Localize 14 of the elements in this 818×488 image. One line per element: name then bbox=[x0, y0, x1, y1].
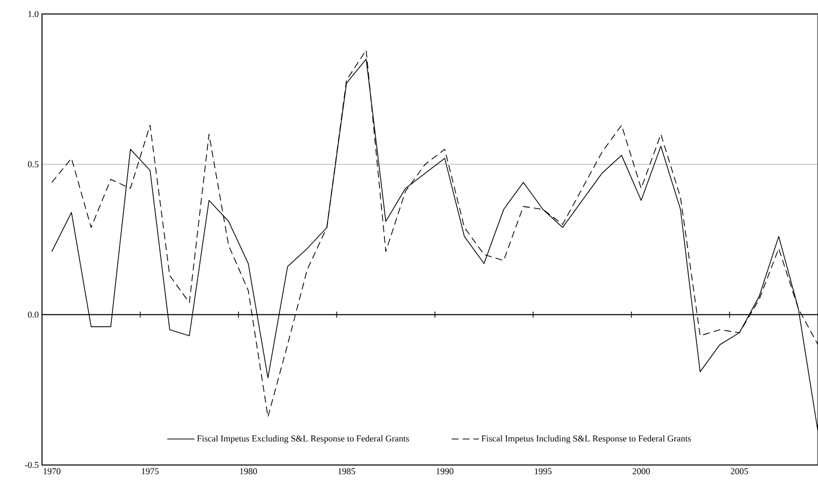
x-tick-label: 1970 bbox=[44, 468, 60, 474]
x-tick-label: 1985 bbox=[338, 468, 356, 474]
legend-label: Fiscal Impetus Including S&L Response to Federal Grants bbox=[482, 435, 691, 444]
legend-label: Fiscal Impetus Excluding S&L Response to Federal Grants bbox=[197, 435, 409, 444]
x-tick-label: 2000 bbox=[632, 468, 650, 474]
y-tick-label: 0.0 bbox=[28, 312, 38, 318]
x-tick-label: 1995 bbox=[534, 468, 552, 474]
x-tick-label: 1980 bbox=[240, 468, 257, 474]
x-tick-label: 1975 bbox=[142, 468, 159, 474]
y-tick-label: 0.5 bbox=[28, 161, 38, 168]
x-tick-label: 2005 bbox=[730, 468, 748, 474]
x-tick-label: 1990 bbox=[436, 468, 454, 474]
y-tick-label: 1.0 bbox=[28, 10, 38, 18]
y-tick-label: -0.5 bbox=[24, 462, 38, 468]
